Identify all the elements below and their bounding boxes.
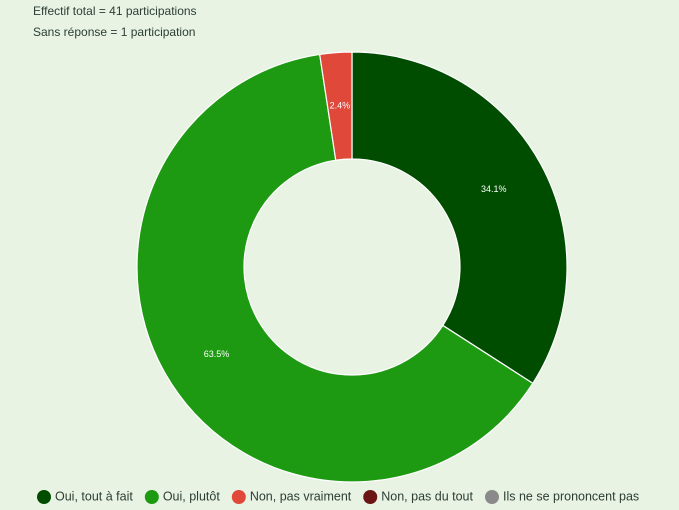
- legend-swatch: [363, 490, 378, 504]
- legend-swatch: [37, 490, 51, 504]
- legend-label: Ils ne se prononcent pas: [503, 489, 639, 503]
- slice-label: 2.4%: [330, 100, 351, 110]
- slice-label: 34.1%: [481, 184, 507, 194]
- legend-label: Oui, tout à fait: [55, 489, 133, 503]
- slice-label: 63.5%: [204, 349, 230, 359]
- legend-label: Oui, plutôt: [163, 489, 221, 503]
- legend-swatch: [484, 490, 499, 504]
- subtitle: Effectif total = 41 participations: [33, 4, 197, 18]
- legend-swatch: [231, 490, 246, 504]
- legend-swatch: [144, 490, 159, 504]
- slice: [351, 51, 568, 385]
- legend-label: Non, pas vraiment: [250, 489, 352, 503]
- slice: [319, 51, 353, 161]
- legend-label: Non, pas du tout: [381, 489, 473, 503]
- slice: [136, 53, 534, 483]
- subtitle: Sans réponse = 1 participation: [33, 25, 195, 39]
